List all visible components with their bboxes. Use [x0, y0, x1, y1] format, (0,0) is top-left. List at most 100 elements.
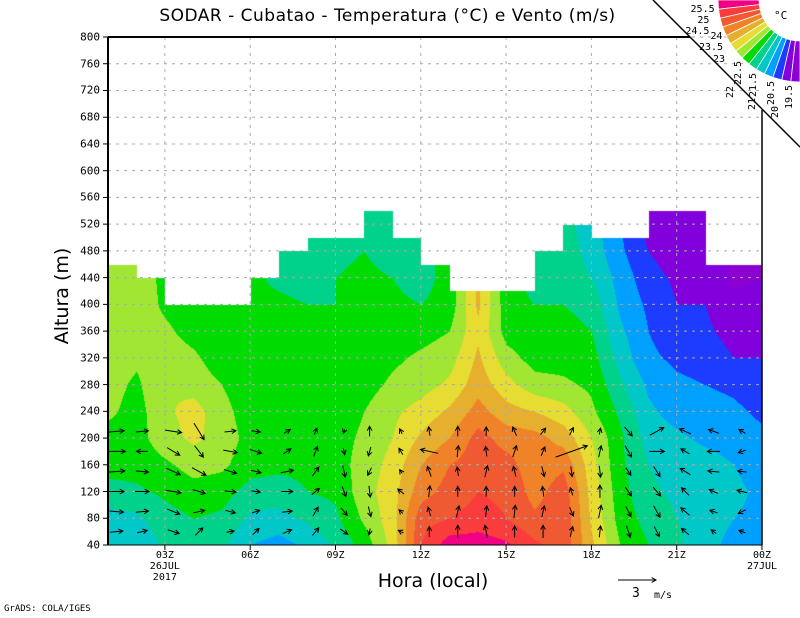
- reference-vector-value: 3: [632, 586, 640, 601]
- wind-vector: [224, 488, 238, 495]
- wind-vector: [540, 446, 546, 457]
- x-axis-label: Hora (local): [377, 570, 489, 592]
- wind-vector: [455, 444, 461, 458]
- wind-vector: [568, 466, 575, 478]
- wind-vector: [680, 507, 690, 516]
- wind-vector: [281, 488, 294, 495]
- wind-vector: [166, 447, 181, 456]
- wind-vector: [341, 486, 348, 498]
- x-tick-date-text: 27JUL: [746, 561, 778, 572]
- wind-vector: [135, 488, 151, 495]
- wind-vector: [366, 528, 373, 536]
- wind-vector: [736, 488, 748, 495]
- wind-vector: [397, 529, 404, 535]
- colorbar-label: 23.5: [698, 42, 724, 54]
- reference-wind-vector: [618, 577, 658, 583]
- wind-vector: [135, 448, 148, 455]
- wind-vector: [339, 528, 349, 535]
- y-tick-label: 120: [80, 485, 100, 499]
- wind-vector: [738, 428, 746, 435]
- x-tick-text: 00Z: [752, 550, 772, 561]
- y-tick-label: 800: [80, 30, 100, 44]
- colorbar-label: 21.5: [748, 72, 760, 97]
- x-tick-text: 18Z: [582, 550, 601, 561]
- wind-vector: [737, 529, 746, 535]
- x-tick-text: 09Z: [326, 550, 345, 561]
- wind-vector: [679, 448, 690, 455]
- wind-vector: [678, 427, 692, 435]
- wind-vector: [283, 448, 292, 455]
- x-tick-date-text: 2017: [152, 572, 177, 583]
- wind-vector: [710, 529, 717, 535]
- wind-vector: [109, 509, 125, 515]
- wind-vector: [555, 444, 589, 458]
- colorbar-label: 24.5: [685, 25, 710, 37]
- y-tick-label: 600: [80, 164, 100, 178]
- y-axis-label: Altura (m): [51, 247, 73, 345]
- colorbar-label: 25.5: [690, 3, 715, 15]
- y-tick-label: 480: [80, 244, 100, 258]
- wind-vector: [341, 428, 348, 435]
- wind-vector: [483, 464, 490, 478]
- wind-vector: [396, 488, 405, 495]
- wind-vector: [454, 466, 461, 476]
- wind-vector: [193, 508, 206, 514]
- colorbar-label: 23: [712, 53, 725, 65]
- wind-vector: [194, 445, 205, 458]
- colorbar-label: 22.5: [733, 60, 745, 85]
- wind-vector: [135, 468, 150, 475]
- wind-vector: [135, 428, 150, 434]
- wind-vector: [226, 528, 236, 535]
- wind-vector: [191, 467, 207, 476]
- wind-vector: [680, 527, 690, 536]
- colorbar-label: 20: [769, 106, 781, 119]
- y-tick-label: 240: [80, 404, 100, 418]
- wind-vector: [224, 428, 238, 435]
- wind-vector: [282, 528, 293, 534]
- colorbar-label: 20.5: [765, 81, 777, 106]
- wind-vector: [313, 445, 319, 457]
- wind-vector: [652, 486, 662, 497]
- wind-vector: [108, 428, 126, 434]
- y-tick-label: 360: [80, 324, 100, 338]
- colorbar-label: 22: [725, 85, 737, 99]
- wind-vector: [679, 467, 691, 476]
- wind-vector: [366, 446, 373, 457]
- grads-footer: GrADS: COLA/IGES: [4, 604, 91, 614]
- reference-vector-unit: m/s: [654, 590, 673, 601]
- wind-vector: [483, 425, 490, 436]
- wind-vector: [625, 506, 632, 518]
- wind-vector: [250, 449, 263, 455]
- wind-vector: [426, 465, 432, 477]
- x-tick-label: 09Z: [326, 550, 344, 561]
- wind-vector: [597, 444, 604, 458]
- wind-vector: [596, 427, 603, 435]
- wind-vector: [341, 448, 347, 456]
- wind-vector: [107, 448, 127, 455]
- y-tick-label: 400: [80, 297, 100, 311]
- x-tick-label: 21Z: [668, 550, 686, 561]
- wind-vector: [454, 425, 461, 437]
- wind-vector: [250, 468, 262, 475]
- x-tick-text: 03Z: [155, 550, 174, 561]
- x-tick-label: 15Z: [497, 550, 515, 561]
- x-tick-text: 21Z: [667, 550, 686, 561]
- wind-vector: [511, 465, 518, 477]
- y-tick-label: 680: [80, 110, 100, 124]
- wind-vector: [483, 504, 490, 518]
- y-tick-label: 320: [80, 351, 100, 365]
- wind-vector: [649, 427, 665, 436]
- colorbar-label: 19.5: [784, 85, 796, 110]
- wind-vector: [399, 468, 405, 475]
- wind-vector: [167, 529, 181, 535]
- wind-vector: [568, 525, 575, 537]
- wind-vector: [737, 448, 747, 455]
- colorbar-label: 25: [697, 14, 710, 26]
- wind-vector: [223, 469, 238, 475]
- y-tick-label: 200: [80, 431, 100, 445]
- y-tick-label: 160: [80, 458, 100, 472]
- wind-vector: [341, 465, 348, 479]
- wind-vector: [597, 524, 603, 538]
- wind-vector: [367, 467, 373, 477]
